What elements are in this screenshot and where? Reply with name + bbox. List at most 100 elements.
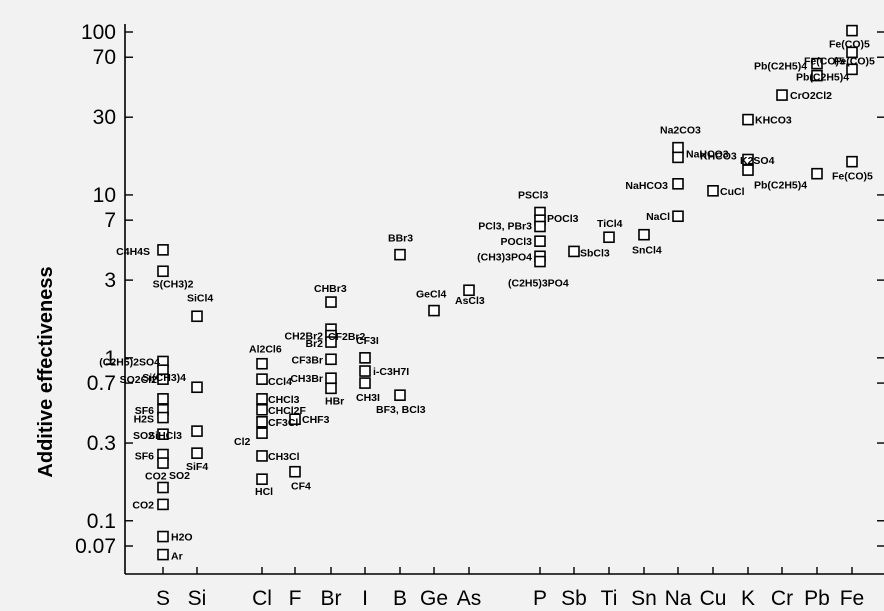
data-point-label: CF3Cl: [268, 417, 298, 429]
x-category-label: Fe: [840, 587, 865, 610]
data-point-label: KHCO3: [755, 115, 792, 127]
data-point-label: Fe(CO)5: [834, 55, 875, 67]
data-point-label: NaHCO3: [686, 148, 729, 160]
data-point-marker: [157, 481, 169, 494]
data-point-marker: [256, 403, 268, 416]
data-point-label: AsCl3: [455, 295, 485, 307]
data-point-label: CHBr3: [314, 283, 347, 295]
y-tick-label: 70: [93, 46, 116, 69]
x-category-label: Cu: [700, 587, 727, 610]
data-point-marker: [428, 304, 440, 317]
data-point-marker: [157, 393, 169, 405]
data-point-marker: [534, 220, 546, 233]
data-point-label: GeCl4: [416, 289, 447, 301]
data-point-label: CHCl3: [268, 394, 300, 406]
x-category-label: Ge: [420, 587, 448, 610]
data-point-label: Al2Cl6: [249, 344, 282, 356]
data-point-marker: [672, 178, 684, 190]
data-point-label: POCl3: [500, 236, 532, 248]
data-point-marker: [742, 113, 754, 126]
y-tick-label: 0.3: [87, 432, 116, 455]
data-point-marker: [846, 46, 858, 59]
data-point-label: Si(CH3)4: [142, 372, 186, 384]
data-point-label: CH2Br2: [284, 331, 323, 343]
data-point-marker: [256, 393, 268, 405]
data-point-marker: [256, 450, 268, 462]
x-category-label: I: [362, 587, 368, 610]
x-category-label: As: [457, 587, 482, 610]
data-point-label: (C2H5)2SO4: [99, 356, 160, 368]
data-point-marker: [707, 184, 719, 197]
data-point-label: PSCl3: [518, 190, 549, 202]
data-point-marker: [191, 381, 203, 394]
y-tick-label: 1: [104, 347, 116, 370]
data-point-label: SF6: [135, 451, 154, 463]
data-point-label: Cl2: [234, 436, 251, 448]
data-point-label: SiHCl3: [148, 430, 182, 442]
y-tick-label: 3: [104, 269, 116, 292]
data-point-marker: [359, 352, 371, 364]
x-category-label: Ti: [601, 587, 618, 610]
data-point-marker: [256, 415, 268, 428]
data-point-label: CF2Br2: [328, 331, 366, 343]
data-point-marker: [191, 425, 203, 437]
x-category-label: Sb: [561, 587, 587, 610]
data-point-label: CO2: [132, 499, 154, 511]
data-point-label: CCl4: [268, 376, 292, 388]
x-category-label: F: [289, 587, 302, 610]
data-point-label: SnCl4: [632, 245, 662, 257]
data-point-marker: [157, 244, 169, 256]
y-axis-title: Additive effectiveness: [35, 266, 57, 477]
x-category-label: K: [741, 587, 755, 610]
data-point-label: (C2H5)3PO4: [508, 278, 569, 290]
data-point-label: CF3Br: [291, 354, 323, 366]
data-point-label: CF3I: [356, 335, 379, 347]
data-point-marker: [672, 141, 684, 154]
data-point-label: Pb(C2H5)4: [754, 180, 807, 192]
data-point-label: Fe(CO)5: [832, 171, 873, 183]
data-point-marker: [811, 57, 823, 70]
data-point-marker: [325, 372, 337, 384]
data-point-marker: [603, 231, 615, 244]
data-point-marker: [191, 310, 203, 323]
x-category-label: B: [393, 587, 407, 610]
data-point-marker: [157, 265, 169, 278]
data-point-marker: [157, 428, 169, 440]
data-point-marker: [325, 382, 337, 395]
x-category-label: Br: [321, 587, 342, 610]
data-point-label: H2S: [134, 414, 154, 426]
data-point-marker: [157, 373, 169, 385]
data-point-label: CrO2Cl2: [790, 90, 832, 102]
x-category-label: S: [156, 587, 170, 610]
y-tick-label: 0.7: [87, 372, 116, 395]
data-point-marker: [157, 411, 169, 424]
data-point-label: K2SO4: [740, 155, 775, 167]
data-point-label: (CH3)3PO4: [477, 251, 532, 263]
data-point-label: Pb(C2H5)4: [754, 61, 807, 73]
data-point-marker: [394, 389, 406, 401]
x-category-label: P: [533, 587, 547, 610]
data-point-marker: [568, 245, 580, 258]
data-point-marker: [256, 373, 268, 385]
y-tick-label: 0.07: [75, 535, 116, 558]
data-point-marker: [256, 427, 268, 439]
data-point-label: SO2: [169, 470, 190, 482]
data-point-marker: [256, 357, 268, 370]
data-point-marker: [811, 167, 823, 180]
data-point-label: POCl3: [547, 213, 579, 225]
data-point-marker: [672, 151, 684, 164]
data-point-label: SF6: [135, 405, 154, 417]
data-point-label: H2O: [171, 532, 193, 544]
data-point-marker: [256, 473, 268, 485]
data-point-label: CO2: [145, 471, 167, 483]
x-category-label: Cr: [771, 587, 793, 610]
data-point-label: Ar: [171, 551, 183, 563]
data-point-label: S(CH3)2: [153, 278, 194, 290]
data-point-marker: [846, 24, 858, 37]
data-point-label: SiCl4: [187, 292, 213, 304]
data-point-label: HCl: [255, 486, 273, 498]
data-point-marker: [394, 248, 406, 261]
y-tick-label: 0.1: [87, 510, 116, 533]
